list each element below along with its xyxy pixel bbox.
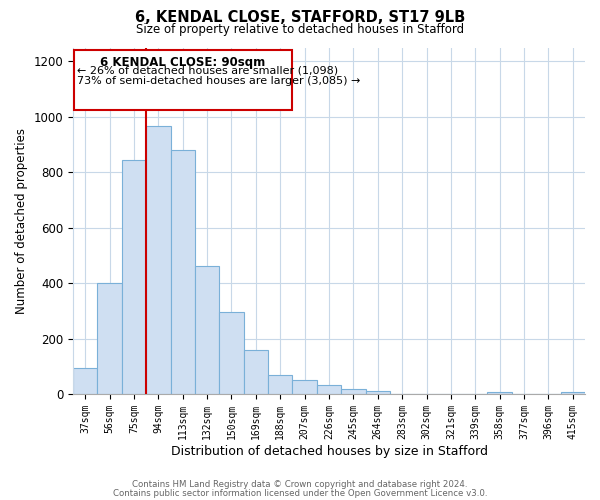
- Bar: [365, 391, 390, 394]
- X-axis label: Distribution of detached houses by size in Stafford: Distribution of detached houses by size …: [170, 444, 488, 458]
- Text: Size of property relative to detached houses in Stafford: Size of property relative to detached ho…: [136, 22, 464, 36]
- Text: 6, KENDAL CLOSE, STAFFORD, ST17 9LB: 6, KENDAL CLOSE, STAFFORD, ST17 9LB: [135, 10, 465, 25]
- Bar: [487, 392, 512, 394]
- Bar: [268, 374, 292, 394]
- Bar: [341, 389, 365, 394]
- Bar: [146, 126, 170, 394]
- Text: 73% of semi-detached houses are larger (3,085) →: 73% of semi-detached houses are larger (…: [77, 76, 361, 86]
- Bar: [122, 160, 146, 394]
- Text: Contains public sector information licensed under the Open Government Licence v3: Contains public sector information licen…: [113, 488, 487, 498]
- Y-axis label: Number of detached properties: Number of detached properties: [15, 128, 28, 314]
- Bar: [170, 150, 195, 394]
- Bar: [560, 392, 585, 394]
- Bar: [244, 350, 268, 394]
- Text: ← 26% of detached houses are smaller (1,098): ← 26% of detached houses are smaller (1,…: [77, 66, 338, 76]
- Bar: [195, 266, 220, 394]
- Bar: [317, 385, 341, 394]
- Bar: [220, 312, 244, 394]
- Bar: [73, 368, 97, 394]
- FancyBboxPatch shape: [74, 50, 292, 110]
- Text: Contains HM Land Registry data © Crown copyright and database right 2024.: Contains HM Land Registry data © Crown c…: [132, 480, 468, 489]
- Bar: [292, 380, 317, 394]
- Text: 6 KENDAL CLOSE: 90sqm: 6 KENDAL CLOSE: 90sqm: [100, 56, 266, 69]
- Bar: [97, 283, 122, 394]
